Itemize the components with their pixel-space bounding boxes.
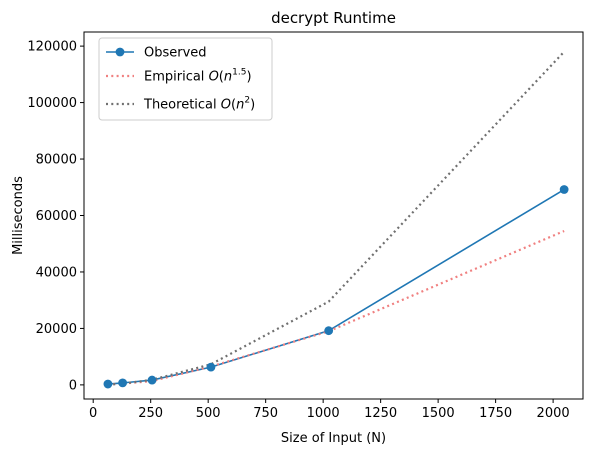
y-axis: 0 20000 40000 60000 80000 100000 120000 (27, 40, 84, 393)
x-tick-label: 500 (196, 406, 221, 421)
x-tick-label: 250 (138, 406, 163, 421)
data-point-0-1 (118, 378, 128, 388)
x-axis: 0 250 500 750 1000 1250 1500 1750 2000 (89, 399, 570, 421)
y-tick-label: 120000 (27, 40, 77, 55)
legend-label-2: Theoretical O(n2) (143, 96, 255, 113)
y-tick-label: 80000 (36, 153, 77, 168)
chart-title: decrypt Runtime (271, 9, 396, 27)
x-tick-label: 750 (253, 406, 278, 421)
y-tick-label: 60000 (36, 209, 77, 224)
y-tick-label: 40000 (36, 265, 77, 280)
x-axis-label: Size of Input (N) (281, 431, 386, 446)
x-tick-label: 1750 (479, 406, 512, 421)
legend-box (98, 37, 273, 121)
data-point-0-3 (206, 362, 216, 372)
series-line-1 (107, 230, 565, 386)
legend-marker-0 (115, 47, 125, 57)
y-tick-label: 100000 (27, 96, 77, 111)
series-line-0 (107, 188, 565, 385)
x-tick-label: 2000 (537, 406, 570, 421)
legend: Observed Empirical O(n1.5) Theoretical O(n… (98, 37, 273, 121)
legend-label-0: Observed (144, 46, 207, 61)
x-tick-label: 1250 (364, 406, 397, 421)
x-tick-label: 1500 (422, 406, 455, 421)
data-point-0-0 (103, 379, 113, 389)
y-tick-label: 20000 (36, 322, 77, 337)
data-point-0-5 (559, 185, 569, 194)
data-point-0-2 (147, 375, 157, 385)
y-tick-label: 0 (69, 378, 77, 393)
x-tick-label: 0 (89, 406, 97, 421)
legend-label-1: Empirical O(n1.5) (144, 68, 252, 85)
y-axis-label: Milliseconds (11, 176, 26, 255)
x-tick-label: 1000 (307, 406, 340, 421)
data-point-0-4 (324, 326, 334, 336)
